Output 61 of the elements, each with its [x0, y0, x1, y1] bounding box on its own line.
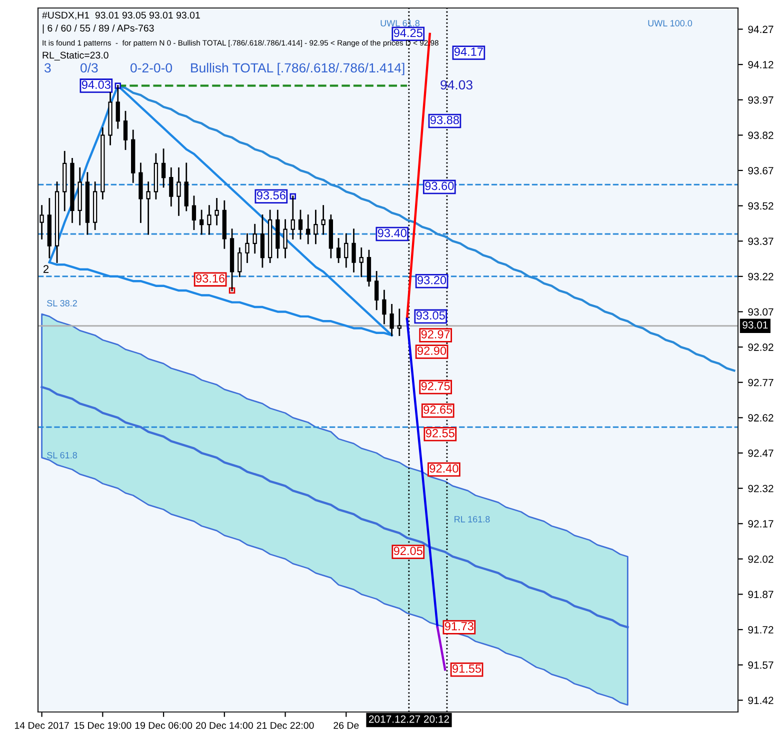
y-tick-label: 92.92 — [748, 344, 774, 351]
annotation: RL_Static=23.0 — [42, 51, 108, 60]
y-tick-label: 93.37 — [748, 238, 774, 245]
annotation: 94.03 — [440, 80, 472, 90]
annotation: 93.60 — [425, 182, 454, 190]
annotation: 2 — [43, 265, 49, 273]
annotation: 92.65 — [424, 405, 452, 414]
y-tick-label: 94.12 — [748, 61, 774, 68]
ref-line-label: 93.01 — [742, 321, 768, 329]
annotation: 92.40 — [430, 464, 458, 473]
data-label: 93.16 — [196, 274, 225, 283]
annotation: 92.05 — [394, 546, 422, 556]
y-tick-label: 93.82 — [748, 132, 774, 140]
annotation: 0-2-0-0 — [130, 63, 172, 73]
x-tick-label: 21 Dec 22:00 — [256, 722, 314, 729]
annotation: 93.40 — [378, 228, 406, 238]
y-tick-label: 91.72 — [748, 626, 774, 634]
annotation: 94.25 — [394, 28, 422, 38]
annotation: 92.90 — [418, 346, 446, 355]
annotation: 92.75 — [421, 382, 450, 390]
y-tick-label: 92.17 — [748, 520, 774, 528]
data-label: 93.56 — [256, 191, 286, 200]
y-tick-label: 93.67 — [748, 166, 774, 174]
annotation: 0/3 — [80, 62, 98, 73]
annotation: 93.20 — [418, 276, 446, 284]
x-tick-label: 15 Dec 19:00 — [74, 722, 132, 729]
annotation: 93.88 — [430, 116, 459, 124]
y-tick-label: 93.22 — [748, 272, 774, 280]
text: 2017.12.27 20:12 — [368, 715, 450, 723]
y-tick-label: 92.62 — [748, 414, 774, 422]
y-tick-label: 93.07 — [748, 308, 774, 316]
annotation: Bullish TOTAL [.786/.618/.786/1.414] — [191, 62, 404, 76]
annotation: SL 38.2 — [47, 300, 77, 306]
annotation: 94.17 — [454, 48, 483, 56]
y-tick-label: 92.02 — [748, 555, 774, 563]
annotation: 92.55 — [426, 428, 454, 438]
annotation: UWL 100.0 — [648, 20, 692, 26]
y-tick-label: 92.32 — [748, 484, 774, 492]
x-tick-label: 19 Dec 06:00 — [135, 722, 192, 729]
annotation: 93.05 — [416, 311, 445, 320]
x-tick-label: 20 Dec 14:00 — [196, 722, 253, 729]
y-tick-label: 91.87 — [748, 590, 774, 598]
annotation: RL 161.8 — [454, 516, 490, 522]
annotation: | 6 / 60 / 55 / 89 / APs-763 — [42, 24, 154, 34]
y-tick-label: 92.77 — [748, 378, 774, 386]
annotation: 92.97 — [421, 330, 450, 338]
annotation: 3 — [44, 63, 51, 73]
y-tick-label: 91.42 — [748, 696, 774, 704]
data-label: 94.03 — [82, 80, 110, 89]
annotation: 91.55 — [452, 664, 482, 673]
y-tick-label: 93.97 — [748, 96, 774, 104]
y-tick-label: 91.57 — [748, 661, 774, 669]
x-tick-label: 26 De — [334, 722, 359, 729]
annotation: UWL 61.8 — [380, 20, 420, 26]
annotation: #USDX,H1 93.01 93.05 93.01 93.01 — [42, 12, 200, 20]
y-tick-label: 92.47 — [748, 450, 774, 457]
annotation: SL 61.8 — [47, 452, 77, 458]
y-tick-label: 94.27 — [748, 26, 774, 34]
y-tick-label: 93.52 — [748, 202, 774, 210]
annotation: 91.73 — [444, 622, 474, 630]
x-tick-label: 14 Dec 2017 — [14, 722, 69, 729]
